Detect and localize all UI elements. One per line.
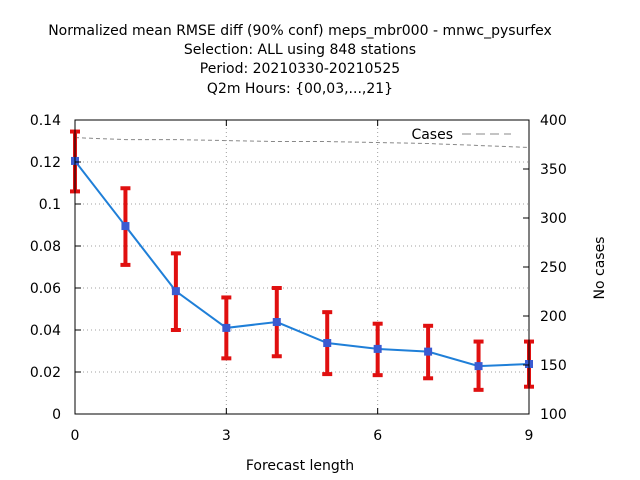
axis-ticks: 0 0.02 0.04 0.06 0.08 0.1 0.12 0.14 0 3 6 9 100 150 20… <box>30 113 567 444</box>
x-tick-label: 9 <box>525 428 534 444</box>
data-point <box>222 323 231 332</box>
data-point <box>121 222 130 231</box>
y2-axis-label: No cases <box>592 237 608 300</box>
y-tick-label: 0.12 <box>30 155 61 171</box>
title-line-3: Period: 20210330-20210525 <box>200 61 400 77</box>
y2-tick-label: 250 <box>540 260 567 276</box>
legend-label-cases: Cases <box>411 127 453 143</box>
data-point <box>323 339 332 348</box>
plot-border <box>74 119 530 415</box>
x-tick-label: 3 <box>222 428 231 444</box>
gridlines <box>75 120 529 414</box>
chart-title: Normalized mean RMSE diff (90% conf) mep… <box>48 23 552 97</box>
error-bars <box>70 129 534 392</box>
y2-tick-label: 150 <box>540 358 567 374</box>
cases-series <box>74 137 530 148</box>
title-line-4: Q2m Hours: {00,03,...,21} <box>207 81 393 97</box>
y-tick-label: 0.1 <box>39 197 61 213</box>
data-point <box>474 362 483 371</box>
y2-tick-label: 300 <box>540 211 567 227</box>
title-line-1: Normalized mean RMSE diff (90% conf) mep… <box>48 23 552 39</box>
y2-tick-label: 100 <box>540 407 567 423</box>
y-tick-label: 0.02 <box>30 365 61 381</box>
y2-tick-label: 400 <box>540 113 567 129</box>
data-point <box>171 287 180 296</box>
data-point <box>424 347 433 356</box>
y-tick-label: 0.14 <box>30 113 61 129</box>
x-axis-label: Forecast length <box>246 458 354 474</box>
y2-tick-label: 350 <box>540 162 567 178</box>
data-point <box>373 344 382 353</box>
plot-frame <box>74 119 530 415</box>
legend: Cases <box>411 127 511 143</box>
rmse-line <box>74 160 530 368</box>
x-tick-label: 0 <box>71 428 80 444</box>
cases-line <box>74 137 530 148</box>
y-tick-label: 0.06 <box>30 281 61 297</box>
y2-tick-label: 200 <box>540 309 567 325</box>
data-point <box>272 318 281 327</box>
rmse-series <box>71 156 533 371</box>
x-tick-label: 6 <box>373 428 382 444</box>
y-tick-label: 0 <box>52 407 61 423</box>
y-tick-label: 0.08 <box>30 239 61 255</box>
y-tick-label: 0.04 <box>30 323 61 339</box>
title-line-2: Selection: ALL using 848 stations <box>184 42 416 58</box>
